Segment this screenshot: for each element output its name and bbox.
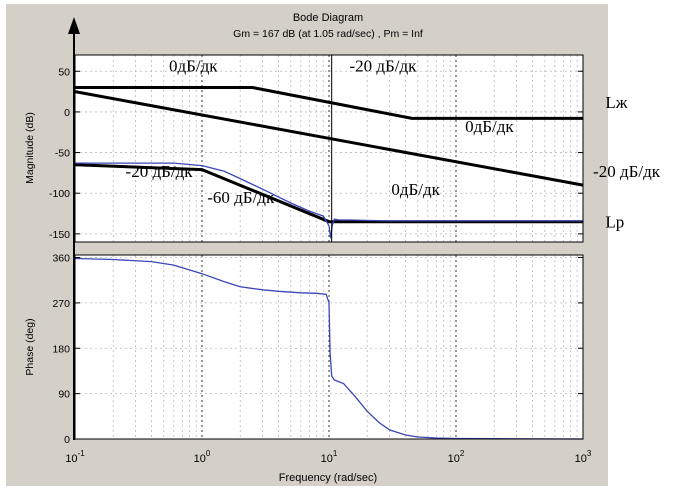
y-tick-label: -150 [49, 229, 70, 241]
x-tick-labels: 10-1 100 101 102 103 [65, 449, 592, 465]
y-tick-label: 360 [52, 253, 70, 265]
magnitude-annotation: -60 дБ/дк [207, 188, 275, 207]
vertical-axis-arrowhead [68, 17, 80, 34]
y-tick-label: 0 [64, 107, 70, 119]
magnitude-asymptote-line-1 [74, 90, 584, 187]
y-tick-label: 270 [52, 298, 70, 310]
magnitude-series [74, 55, 584, 242]
annotations: 0дБ/дк -20 дБ/дк Lж 0дБ/дк -20 дБ/дк -20 дБ/д… [126, 56, 661, 231]
x-tick-label: 103 [575, 449, 592, 465]
magnitude-asymptote-line-0 [75, 86, 583, 120]
phase-grid [75, 255, 583, 440]
chart-subtitle: Gm = 167 dB (at 1.05 rad/sec) , Pm = Inf [233, 28, 423, 40]
y-tick-label: 90 [58, 389, 70, 401]
magnitude-annotation: -20 дБ/дк [593, 162, 661, 181]
magnitude-annotation: -20 дБ/дк [349, 56, 417, 75]
phase-series [74, 257, 584, 440]
magnitude-response-line-3 [75, 162, 583, 239]
x-axis-label: Frequency (rad/sec) [279, 472, 377, 484]
phase-y-tick-labels: 360 270 180 90 0 [52, 253, 583, 446]
magnitude-y-axis-label: Magnitude (dB) [24, 112, 36, 184]
x-tick-label: 101 [321, 449, 338, 465]
magnitude-annotation: 0дБ/дк [169, 56, 218, 75]
magnitude-annotation: 0дБ/дк [391, 180, 440, 199]
magnitude-plot-area [75, 55, 583, 242]
phase-response-line-0 [74, 257, 584, 440]
y-tick-label: -50 [55, 148, 70, 160]
x-tick-label: 10-1 [65, 449, 85, 465]
magnitude-y-tick-labels: 50 0 -50 -100 -150 [49, 66, 583, 241]
y-tick-label: -100 [49, 188, 70, 200]
x-tick-label: 102 [448, 449, 465, 465]
phase-y-axis-label: Phase (deg) [24, 318, 36, 375]
magnitude-annotation: Lж [605, 93, 627, 112]
magnitude-asymptote-line-2 [74, 163, 583, 224]
chart-title: Bode Diagram [293, 12, 363, 24]
magnitude-annotation: Lp [605, 212, 624, 231]
y-tick-label: 50 [58, 66, 70, 78]
magnitude-annotation: 0дБ/дк [465, 117, 514, 136]
y-tick-label: 0 [64, 434, 70, 446]
magnitude-annotation: -20 дБ/дк [126, 162, 194, 181]
y-tick-label: 180 [52, 343, 70, 355]
x-tick-label: 100 [194, 449, 211, 465]
